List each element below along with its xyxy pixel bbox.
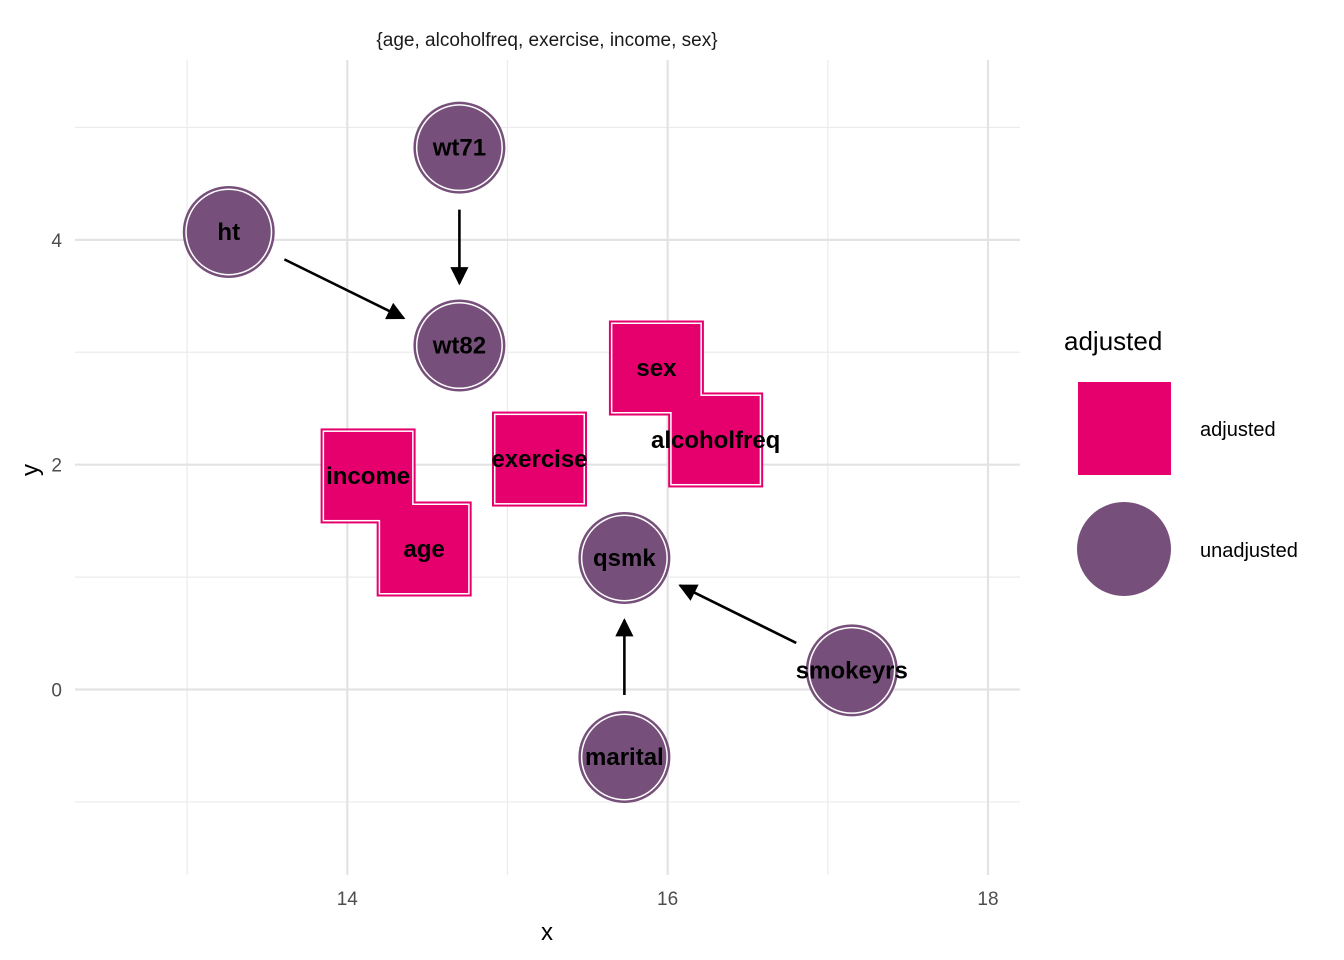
node-label-qsmk: qsmk — [593, 545, 656, 572]
node-label-alcoholfreq: alcoholfreq — [651, 427, 780, 454]
node-wt82 — [417, 303, 502, 388]
y-tick-label: 2 — [51, 456, 62, 477]
x-tick-label: 14 — [337, 889, 359, 910]
x-axis-title: x — [541, 919, 553, 946]
node-label-wt82: wt82 — [432, 333, 486, 360]
legend: adjusted adjusted unadjusted — [1064, 326, 1298, 596]
legend-label-unadjusted: unadjusted — [1200, 540, 1298, 562]
node-labels: wt71 ht wt82 sex alcoholfreq exercise income ag… — [217, 135, 907, 771]
edge-smokeyrs-to-qsmk — [678, 584, 797, 645]
x-tick-label: 18 — [977, 889, 998, 910]
node-age — [380, 505, 469, 593]
x-tick-label: 16 — [657, 889, 678, 910]
node-ht — [186, 189, 271, 274]
y-tick-label: 4 — [51, 231, 62, 252]
node-smokeyrs — [809, 628, 894, 713]
node-label-marital: marital — [585, 744, 664, 771]
node-qsmk — [582, 515, 667, 600]
node-wt71 — [417, 105, 502, 190]
legend-key-unadjusted — [1077, 502, 1171, 596]
legend-label-adjusted: adjusted — [1200, 419, 1276, 441]
grid — [75, 60, 1020, 875]
node-label-wt71: wt71 — [432, 135, 486, 162]
edges — [283, 209, 797, 695]
node-marital — [582, 714, 667, 799]
node-label-exercise: exercise — [491, 446, 587, 473]
y-tick-label: 0 — [51, 681, 62, 702]
y-axis-title: y — [17, 464, 44, 476]
node-exercise — [495, 415, 584, 504]
node-label-sex: sex — [636, 355, 677, 382]
nodes — [182, 101, 898, 803]
node-label-ht: ht — [217, 219, 240, 246]
chart-title: {age, alcoholfreq, exercise, income, sex… — [376, 30, 717, 51]
axis-ticks: 14 16 18 0 2 4 — [51, 231, 998, 910]
node-label-smokeyrs: smokeyrs — [796, 657, 908, 684]
edge-ht-to-wt82 — [283, 258, 406, 320]
legend-title: adjusted — [1064, 326, 1162, 356]
node-label-income: income — [326, 463, 410, 490]
legend-key-adjusted — [1078, 382, 1171, 475]
node-alcoholfreq — [671, 395, 760, 484]
node-label-age: age — [403, 536, 444, 563]
